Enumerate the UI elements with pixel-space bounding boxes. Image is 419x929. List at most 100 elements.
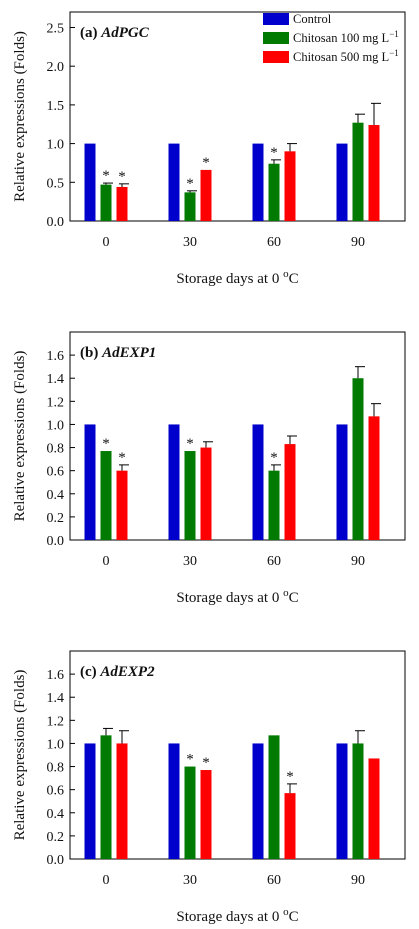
bar-control-day-90 <box>336 743 348 859</box>
y-tick-label: 0.8 <box>47 442 65 457</box>
panel-label: (b) <box>80 345 102 361</box>
legend-label-chitosan500: Chitosan 500 mg L−1 <box>293 48 399 64</box>
legend-label-chitosan100: Chitosan 100 mg L−1 <box>293 29 399 45</box>
bar-control-day-0 <box>84 743 96 859</box>
y-axis-title: Relative expressions (Folds) <box>12 670 28 841</box>
significance-star: * <box>270 450 278 466</box>
bar-chitosan500-day-30 <box>200 169 212 221</box>
x-tick-label: 0 <box>103 873 110 888</box>
x-axis-title-main: Storage days at 0 <box>176 271 283 287</box>
legend-label-text: Control <box>293 12 332 26</box>
plot-frame <box>69 331 406 541</box>
gene-name: AdPGC <box>100 25 150 41</box>
bar-chitosan100-day-90 <box>352 378 364 540</box>
x-axis-title-unit: C <box>289 271 299 287</box>
bar-chitosan500-day-90 <box>368 758 380 859</box>
bar-chitosan100-day-90 <box>352 743 364 859</box>
legend-swatch-chitosan500 <box>263 51 289 63</box>
significance-star: * <box>286 769 294 785</box>
x-axis-title-degree: o <box>283 587 289 599</box>
y-tick-label: 0.0 <box>47 534 65 549</box>
plot-frame <box>69 650 406 860</box>
bar-chitosan500-day-30 <box>200 770 212 859</box>
x-tick-label: 60 <box>267 235 281 250</box>
y-tick-label: 0.0 <box>47 853 65 868</box>
bar-chitosan100-day-0 <box>100 184 112 221</box>
bar-chitosan100-day-60 <box>268 735 280 859</box>
x-tick-label: 30 <box>183 873 197 888</box>
bar-control-day-30 <box>168 743 180 859</box>
significance-star: * <box>186 176 194 192</box>
bar-control-day-0 <box>84 143 96 221</box>
y-tick-label: 1.0 <box>47 418 65 433</box>
bar-chitosan100-day-60 <box>268 470 280 540</box>
y-tick-label: 0.5 <box>47 176 65 191</box>
x-axis-title: Storage days at 0 oC <box>176 587 298 606</box>
x-tick-label: 0 <box>103 554 110 569</box>
y-tick-label: 2.5 <box>47 21 65 36</box>
panel-label: (a) <box>80 25 101 41</box>
y-tick-label: 0.2 <box>47 511 65 526</box>
legend-label-control: Control <box>293 12 332 26</box>
bar-chitosan100-day-30 <box>184 766 196 859</box>
significance-star: * <box>102 436 110 452</box>
x-tick-label: 30 <box>183 554 197 569</box>
bar-control-day-0 <box>84 424 96 540</box>
y-tick-label: 0.4 <box>47 488 65 503</box>
bar-chitosan500-day-0 <box>116 186 128 221</box>
x-tick-label: 60 <box>267 873 281 888</box>
gene-name: AdEXP2 <box>99 664 155 680</box>
bar-control-day-60 <box>252 424 264 540</box>
y-tick-label: 1.2 <box>47 714 65 729</box>
panel-title: (b) AdEXP1 <box>80 345 156 361</box>
chart-panel-a: 0.0 0.5 1.0 1.5 2.0 2.5 0 30 60 90 * * * * * (a) AdPGC R… <box>12 11 406 287</box>
x-axis-title-degree: o <box>283 906 289 918</box>
x-axis-title: Storage days at 0 oC <box>176 906 298 925</box>
bar-chitosan100-day-0 <box>100 451 112 540</box>
bar-chitosan500-day-30 <box>200 447 212 540</box>
y-tick-label: 1.6 <box>47 668 65 683</box>
y-axis-title: Relative expressions (Folds) <box>12 31 28 202</box>
legend-label-text: Chitosan 100 mg L <box>293 31 389 45</box>
panel-label: (c) <box>80 664 100 680</box>
gene-name: AdEXP1 <box>101 345 156 361</box>
bar-chitosan500-day-0 <box>116 470 128 540</box>
x-axis-title-unit: C <box>289 909 299 925</box>
y-tick-label: 1.0 <box>47 737 65 752</box>
panel-title: (c) AdEXP2 <box>80 664 155 680</box>
legend-label-superscript: −1 <box>389 48 399 58</box>
y-axis-title: Relative expressions (Folds) <box>12 351 28 522</box>
significance-star: * <box>202 755 210 771</box>
x-tick-label: 90 <box>351 235 365 250</box>
panel-title: (a) AdPGC <box>80 25 150 41</box>
x-tick-label: 90 <box>351 554 365 569</box>
legend-label-text: Chitosan 500 mg L <box>293 50 389 64</box>
legend-label-superscript: −1 <box>389 29 399 39</box>
significance-star: * <box>118 450 126 466</box>
chart-panel-b: 0.0 0.2 0.4 0.6 0.8 1.0 1.2 1.4 1.6 0 30 60 90 * * * * (b… <box>12 331 406 606</box>
x-axis-title-degree: o <box>283 268 289 280</box>
significance-star: * <box>186 752 194 768</box>
x-tick-label: 90 <box>351 873 365 888</box>
chart-panel-c: 0.0 0.2 0.4 0.6 0.8 1.0 1.2 1.4 1.6 0 30 60 90 * * * (c)… <box>12 650 406 925</box>
bar-control-day-60 <box>252 743 264 859</box>
significance-star: * <box>186 436 194 452</box>
x-tick-label: 60 <box>267 554 281 569</box>
plot-frame <box>69 11 406 222</box>
x-axis-title-main: Storage days at 0 <box>176 909 283 925</box>
x-tick-label: 30 <box>183 235 197 250</box>
y-tick-label: 0.4 <box>47 807 65 822</box>
bar-chitosan500-day-60 <box>284 444 296 540</box>
y-tick-label: 1.0 <box>47 138 65 153</box>
bar-chitosan500-day-90 <box>368 416 380 540</box>
y-tick-label: 1.4 <box>47 691 65 706</box>
bar-chitosan100-day-0 <box>100 735 112 859</box>
bar-control-day-30 <box>168 424 180 540</box>
bar-chitosan100-day-30 <box>184 451 196 540</box>
x-axis-title-unit: C <box>289 590 299 606</box>
y-tick-label: 1.4 <box>47 372 65 387</box>
x-axis-title: Storage days at 0 oC <box>176 268 298 287</box>
bar-control-day-90 <box>336 143 348 221</box>
